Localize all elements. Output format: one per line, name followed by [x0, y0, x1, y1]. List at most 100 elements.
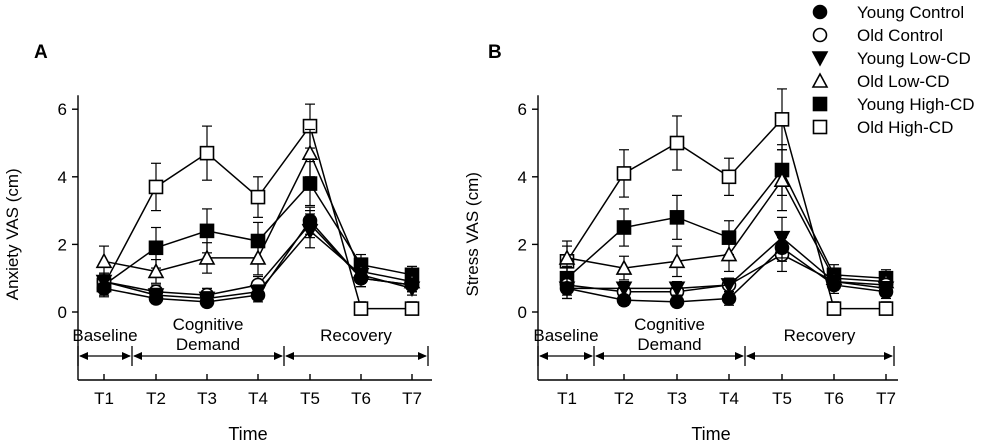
legend-marker — [812, 119, 828, 135]
legend-label: Old High-CD — [857, 118, 953, 137]
phase-brackets: Baseline Cognitive Demand Recovery — [533, 315, 895, 366]
data-point — [96, 281, 112, 296]
data-point — [616, 220, 632, 235]
y-axis-label: Anxiety VAS (cm) — [3, 168, 22, 300]
data-point — [148, 240, 164, 256]
panel-label: A — [34, 42, 48, 63]
data-point — [669, 135, 685, 151]
y-tick-label: 4 — [518, 168, 527, 187]
data-point — [558, 249, 576, 265]
phase-label: Recovery — [784, 326, 856, 345]
x-tick-label: T2 — [146, 389, 166, 408]
x-tick-label: T4 — [719, 389, 739, 408]
data-point — [878, 301, 894, 316]
series-young-control — [559, 233, 894, 310]
phase-brackets: Baseline Cognitive Demand Recovery — [72, 315, 429, 366]
phase-arrow-head — [418, 352, 427, 360]
y-tick-label: 2 — [518, 235, 527, 254]
legend-marker — [812, 27, 828, 43]
data-point — [720, 278, 738, 294]
data-point — [616, 292, 632, 308]
data-point — [721, 169, 737, 185]
y-tick-label: 6 — [58, 100, 67, 119]
phase-label: Baseline — [72, 326, 137, 345]
phase-arrow-head — [584, 352, 593, 360]
data-point — [668, 281, 686, 298]
data-point — [404, 301, 420, 316]
x-tick-label: T1 — [94, 389, 114, 408]
phase-label: Recovery — [320, 326, 392, 345]
x-axis-label: Time — [228, 424, 267, 444]
x-tick-label: T1 — [557, 389, 577, 408]
data-point — [199, 145, 215, 161]
legend-marker — [811, 72, 829, 88]
data-point — [95, 252, 113, 269]
data-point — [826, 301, 842, 316]
legend-marker — [811, 51, 829, 67]
x-tick-label: T4 — [248, 389, 268, 408]
data-point — [826, 277, 842, 293]
data-point — [301, 144, 319, 160]
data-point — [878, 284, 894, 300]
x-axis-label: Time — [691, 424, 730, 444]
data-point — [249, 249, 267, 265]
phase-arrow-head — [884, 352, 893, 360]
legend-label: Old Control — [857, 26, 943, 45]
series-old-high-cd — [559, 88, 894, 316]
phase-arrow-head — [595, 352, 604, 360]
data-point — [148, 179, 164, 195]
legend-label: Young High-CD — [857, 95, 975, 114]
data-point — [302, 176, 318, 191]
phase-arrow-head — [133, 352, 142, 360]
data-point — [404, 277, 420, 293]
y-tick-label: 4 — [58, 168, 67, 187]
x-tick-label: T2 — [614, 389, 634, 408]
data-point — [615, 281, 633, 298]
data-point — [302, 213, 318, 229]
data-point — [559, 281, 575, 296]
legend-label: Old Low-CD — [857, 72, 950, 91]
data-point — [774, 112, 790, 127]
y-tick-label: 2 — [58, 235, 67, 254]
legend-marker — [812, 96, 828, 112]
phase-label-line: Cognitive — [173, 315, 244, 334]
legend: Young Control Old Control Young Low-CD Old … — [811, 3, 975, 137]
data-point — [353, 301, 369, 316]
phase-label: Cognitive Demand — [634, 315, 705, 354]
data-point — [774, 240, 790, 256]
series-young-control — [96, 206, 420, 310]
data-point — [353, 270, 369, 286]
x-tick-label: T5 — [300, 389, 320, 408]
phase-arrow-head — [285, 352, 294, 360]
data-point — [720, 245, 738, 262]
data-point — [250, 287, 266, 303]
x-tick-label: T6 — [351, 389, 371, 408]
y-axis-label: Stress VAS (cm) — [463, 172, 482, 296]
x-tick-label: T7 — [876, 389, 896, 408]
legend-label: Young Control — [857, 3, 964, 22]
phase-arrow-head — [122, 352, 131, 360]
data-point — [147, 262, 165, 279]
legend-marker — [812, 4, 828, 20]
phase-label-line: Demand — [176, 335, 240, 354]
panel-label: B — [488, 42, 502, 63]
y-tick-label: 0 — [518, 303, 527, 322]
x-tick-label: T3 — [197, 389, 217, 408]
phase-arrow-head — [79, 352, 88, 360]
phase-arrow-head — [539, 352, 548, 360]
phase-label: Baseline — [533, 326, 598, 345]
x-tick-label: T6 — [824, 389, 844, 408]
x-tick-label: T3 — [667, 389, 687, 408]
legend-label: Young Low-CD — [857, 49, 971, 68]
phase-arrow-head — [735, 352, 744, 360]
phase-label-line: Cognitive — [634, 315, 705, 334]
data-point — [615, 259, 633, 275]
data-point — [199, 223, 215, 239]
data-point — [198, 249, 216, 265]
data-point — [668, 252, 686, 269]
phase-arrow-head — [274, 352, 283, 360]
data-point — [669, 294, 685, 310]
data-point — [199, 294, 215, 310]
data-point — [721, 291, 737, 306]
